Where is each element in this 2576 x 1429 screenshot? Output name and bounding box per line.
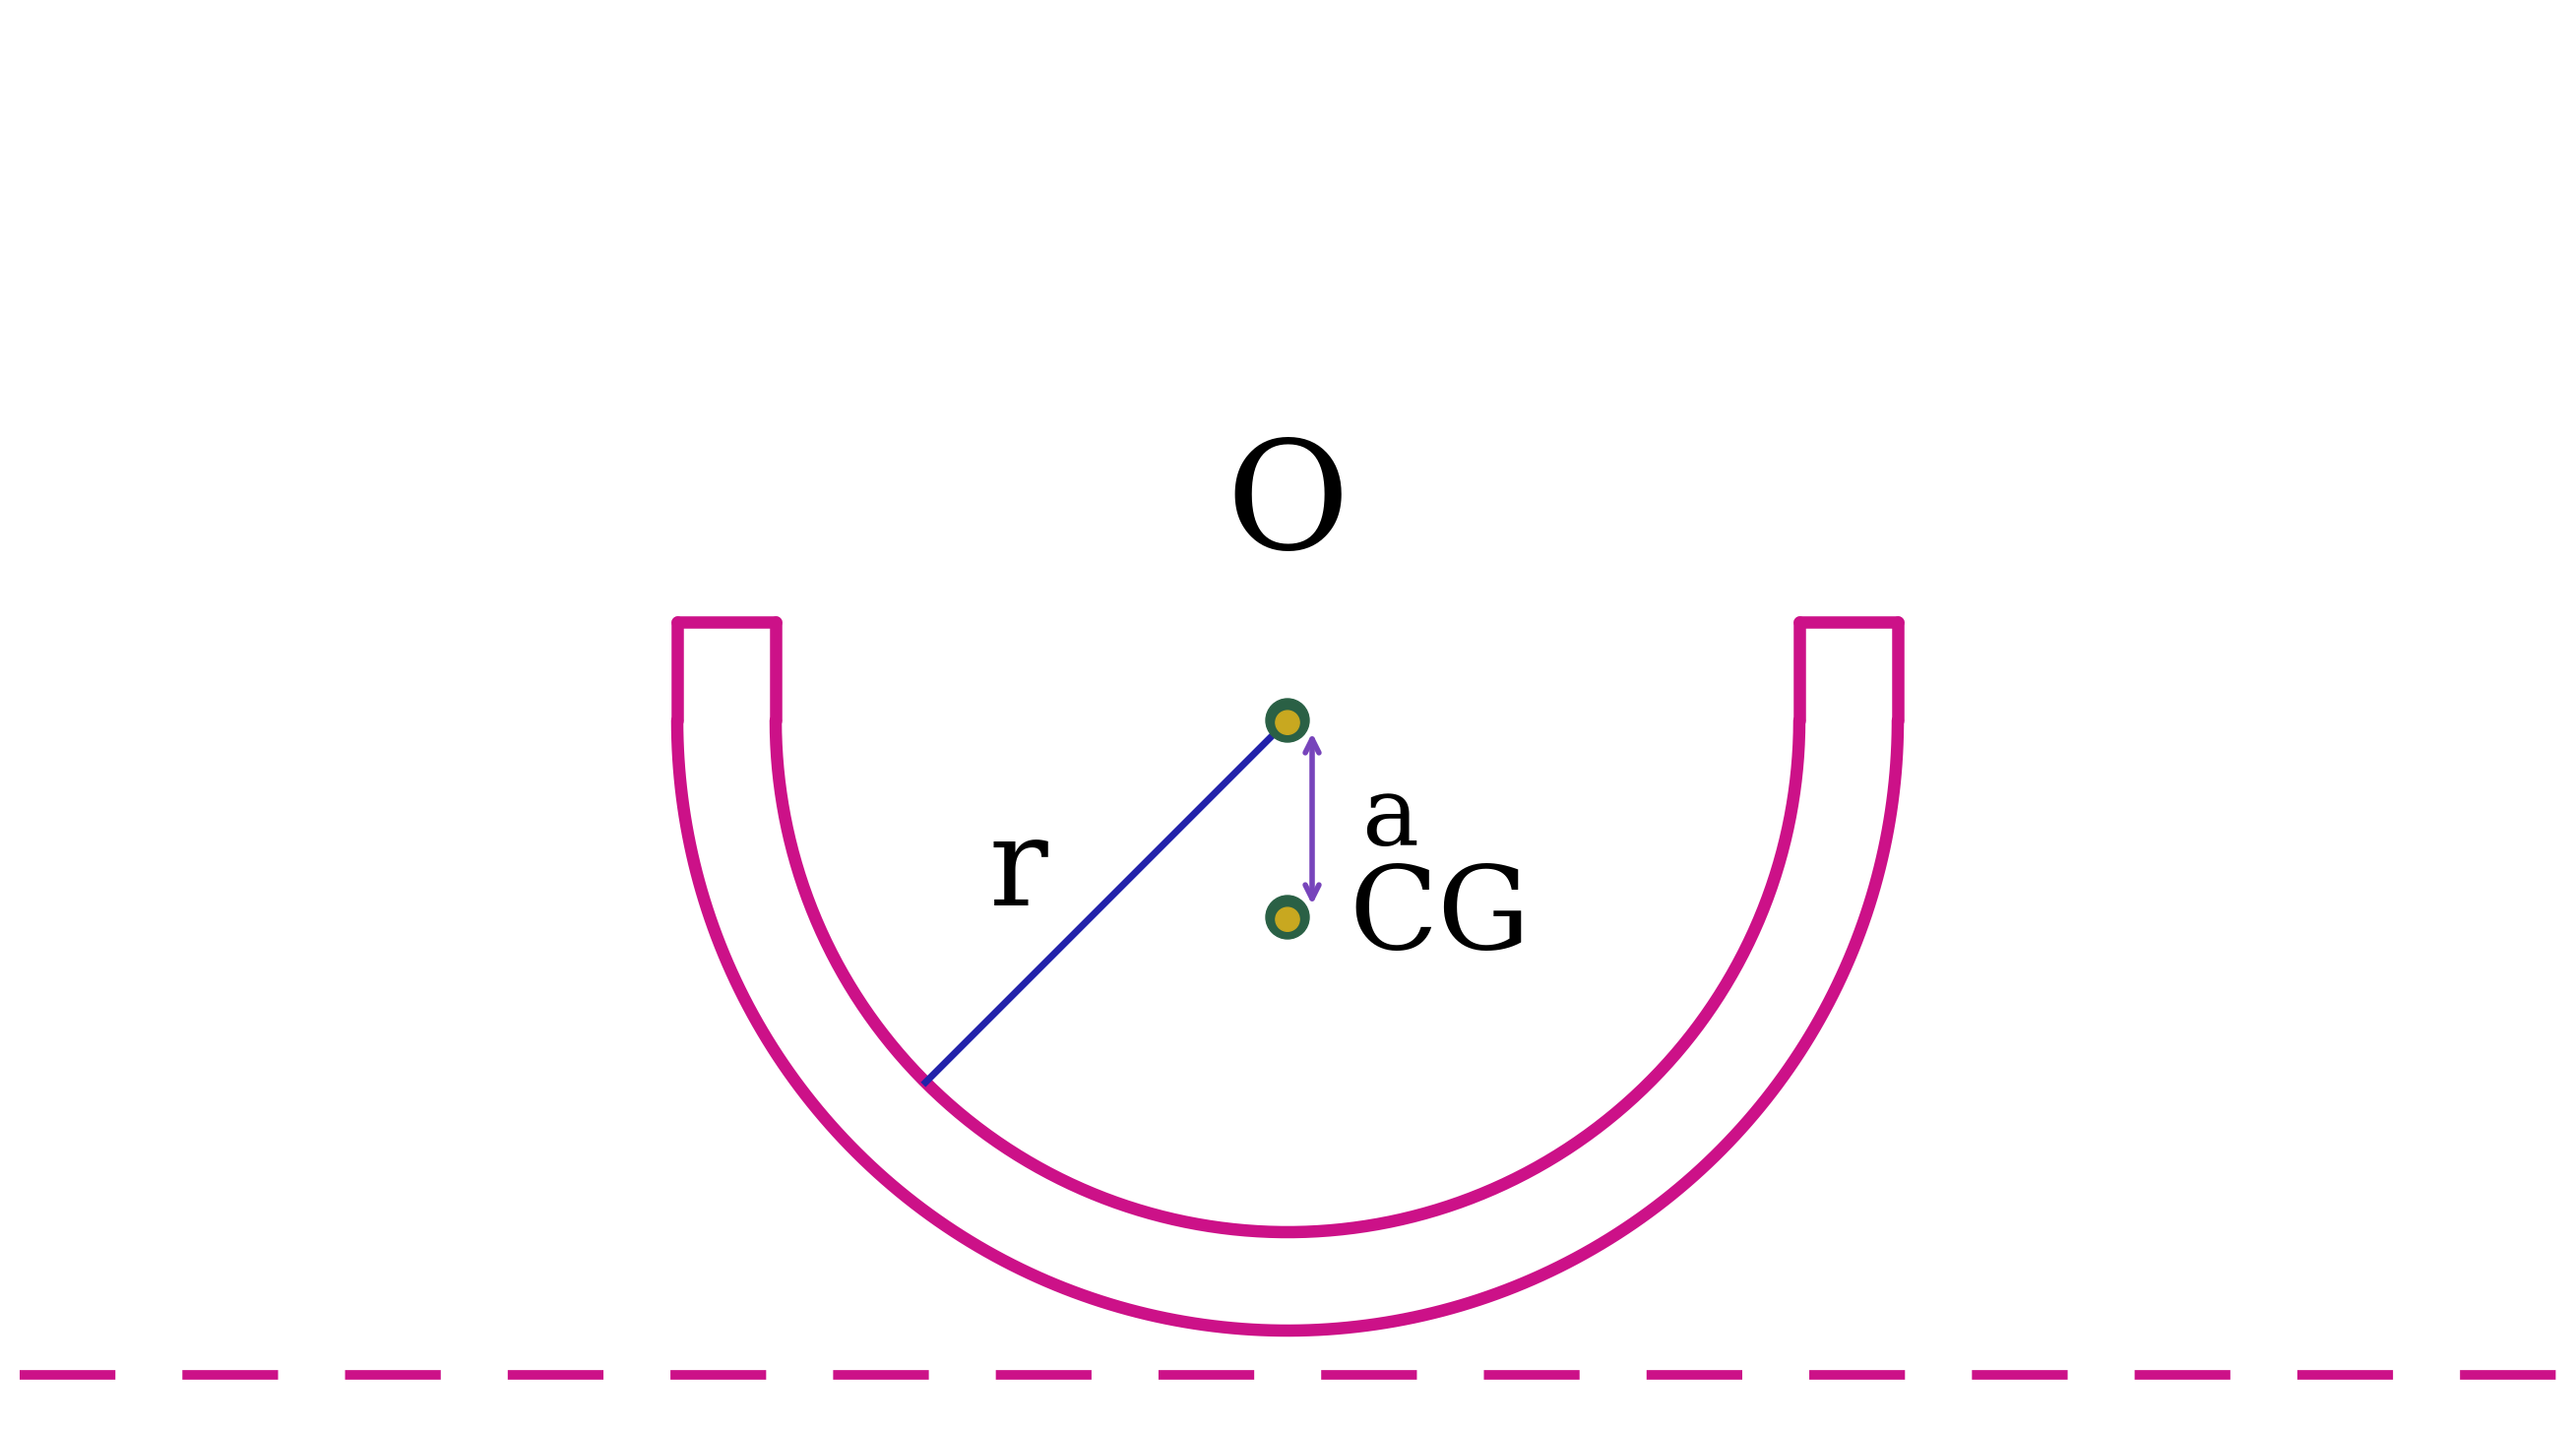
Circle shape	[1275, 907, 1298, 932]
Circle shape	[1275, 710, 1298, 735]
Circle shape	[1265, 896, 1309, 939]
Text: a: a	[1360, 773, 1419, 865]
Text: CG: CG	[1350, 860, 1530, 973]
Text: r: r	[989, 812, 1048, 932]
Circle shape	[1265, 699, 1309, 742]
Text: O: O	[1226, 434, 1350, 580]
